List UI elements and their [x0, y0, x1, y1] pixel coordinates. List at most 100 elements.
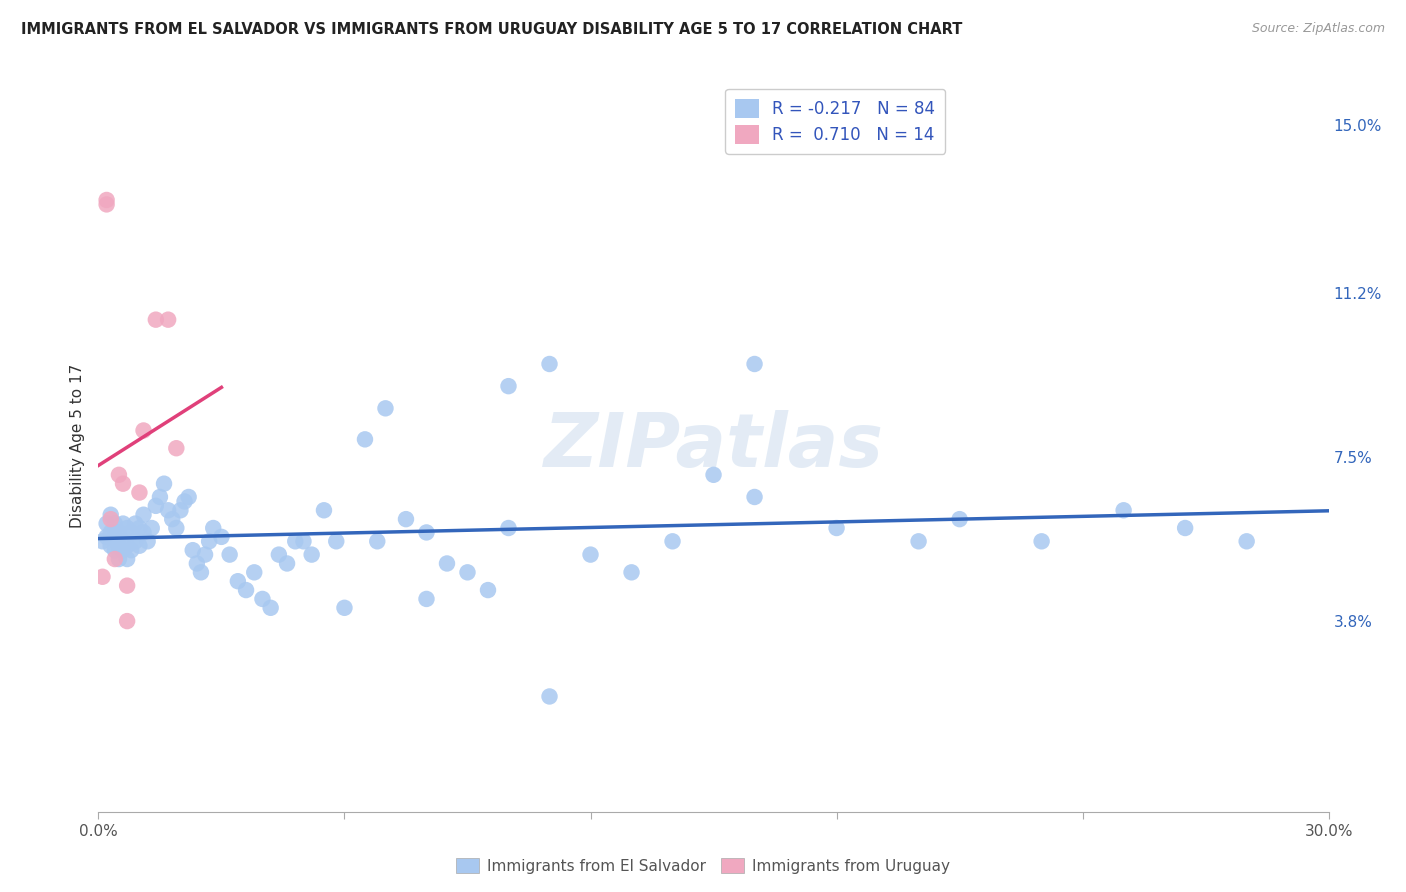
Point [325, 534, 347, 549]
Point [949, 512, 972, 526]
Point [128, 539, 150, 553]
Point [181, 543, 204, 558]
Point [218, 548, 240, 562]
Point [141, 521, 163, 535]
Point [100, 508, 122, 522]
Point [374, 401, 396, 416]
Point [498, 521, 520, 535]
Point [112, 476, 135, 491]
Point [120, 543, 142, 558]
Point [235, 583, 257, 598]
Point [91, 534, 114, 549]
Point [124, 516, 146, 531]
Point [115, 521, 138, 535]
Point [115, 614, 138, 628]
Point [194, 548, 217, 562]
Point [333, 600, 356, 615]
Point [744, 357, 766, 371]
Point [579, 548, 602, 562]
Point [108, 525, 131, 540]
Point [1031, 534, 1053, 549]
Point [415, 525, 437, 540]
Point [498, 379, 520, 393]
Point [190, 566, 212, 580]
Point [153, 476, 176, 491]
Point [112, 543, 135, 558]
Point [538, 357, 561, 371]
Point [136, 534, 159, 549]
Point [120, 525, 142, 540]
Point [252, 591, 274, 606]
Point [100, 539, 122, 553]
Point [104, 543, 127, 558]
Point [108, 467, 131, 482]
Text: Source: ZipAtlas.com: Source: ZipAtlas.com [1251, 22, 1385, 36]
Point [301, 548, 323, 562]
Point [108, 552, 131, 566]
Point [128, 521, 150, 535]
Point [149, 490, 172, 504]
Point [132, 424, 155, 438]
Point [96, 530, 118, 544]
Point [132, 525, 155, 540]
Point [284, 534, 307, 549]
Point [211, 530, 233, 544]
Point [477, 583, 499, 598]
Point [620, 566, 643, 580]
Point [104, 530, 127, 544]
Text: IMMIGRANTS FROM EL SALVADOR VS IMMIGRANTS FROM URUGUAY DISABILITY AGE 5 TO 17 CO: IMMIGRANTS FROM EL SALVADOR VS IMMIGRANT… [21, 22, 963, 37]
Point [100, 512, 122, 526]
Point [115, 539, 138, 553]
Point [292, 534, 315, 549]
Point [169, 503, 191, 517]
Point [124, 534, 146, 549]
Point [157, 503, 180, 517]
Point [661, 534, 683, 549]
Point [128, 485, 150, 500]
Point [108, 539, 131, 553]
Point [104, 552, 127, 566]
Point [907, 534, 929, 549]
Point [538, 690, 561, 704]
Point [165, 521, 187, 535]
Point [395, 512, 418, 526]
Point [112, 534, 135, 549]
Point [226, 574, 249, 589]
Point [115, 579, 138, 593]
Point [162, 512, 184, 526]
Point [1174, 521, 1197, 535]
Point [145, 312, 167, 326]
Point [157, 312, 180, 326]
Point [276, 557, 298, 571]
Point [457, 566, 479, 580]
Point [312, 503, 335, 517]
Point [267, 548, 290, 562]
Point [202, 521, 225, 535]
Point [1236, 534, 1258, 549]
Point [198, 534, 221, 549]
Point [243, 566, 266, 580]
Point [115, 552, 138, 566]
Point [177, 490, 200, 504]
Y-axis label: Disability Age 5 to 17: Disability Age 5 to 17 [69, 364, 84, 528]
Point [165, 441, 187, 455]
Point [104, 516, 127, 531]
Point [145, 499, 167, 513]
Point [96, 197, 118, 211]
Text: ZIPatlas: ZIPatlas [544, 409, 883, 483]
Point [173, 494, 195, 508]
Point [415, 591, 437, 606]
Legend: Immigrants from El Salvador, Immigrants from Uruguay: Immigrants from El Salvador, Immigrants … [450, 852, 956, 880]
Point [100, 525, 122, 540]
Point [260, 600, 283, 615]
Point [1112, 503, 1135, 517]
Point [354, 433, 377, 447]
Point [825, 521, 848, 535]
Point [436, 557, 458, 571]
Point [186, 557, 208, 571]
Legend: R = -0.217   N = 84, R =  0.710   N = 14: R = -0.217 N = 84, R = 0.710 N = 14 [725, 88, 945, 153]
Point [96, 193, 118, 207]
Point [91, 570, 114, 584]
Point [132, 508, 155, 522]
Point [703, 467, 725, 482]
